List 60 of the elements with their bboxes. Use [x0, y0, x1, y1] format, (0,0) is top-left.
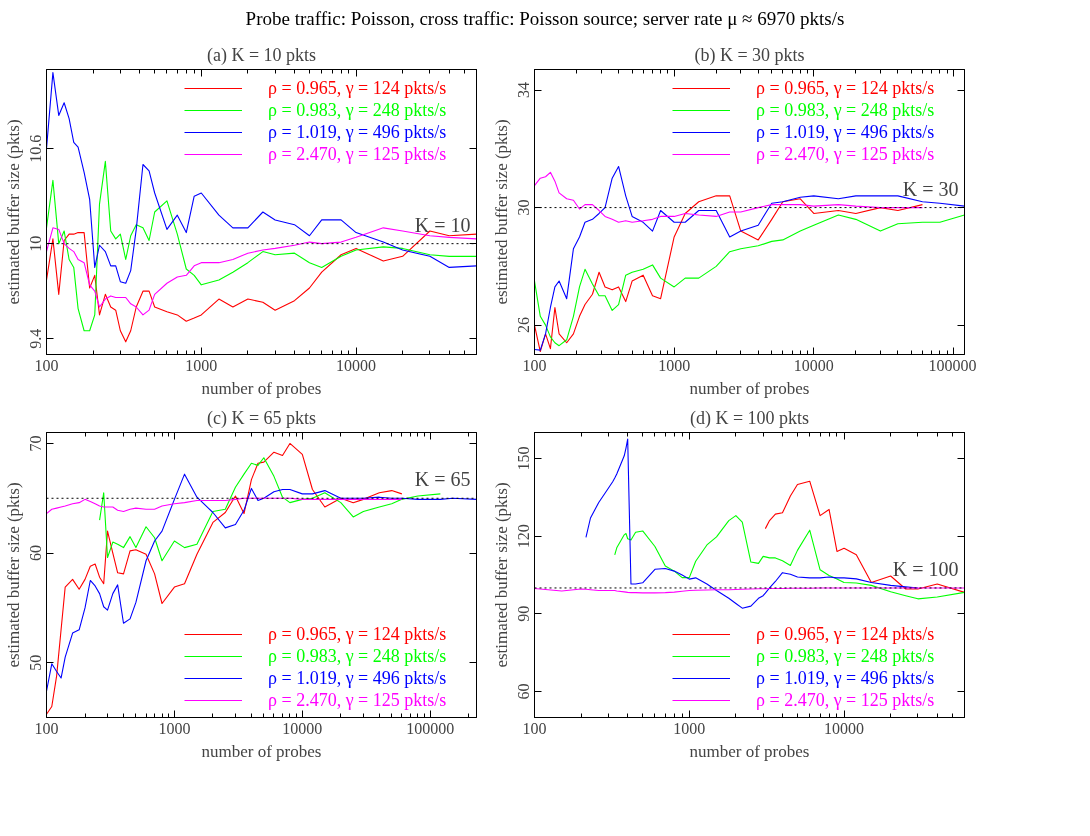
y-tick-label: 10.6 [27, 134, 45, 163]
legend-label: ρ = 0.983, γ = 248 pkts/s [268, 645, 447, 668]
legend-label: ρ = 0.983, γ = 248 pkts/s [756, 99, 935, 122]
y-axis-title: estimated buffer size (pkts) [491, 482, 511, 668]
y-tick-label: 150 [515, 446, 533, 471]
ref-line-label: K = 30 [902, 177, 959, 200]
x-tick-label: 10000 [282, 719, 323, 737]
legend-label: ρ = 2.470, γ = 125 pkts/s [756, 689, 935, 712]
x-tick-label: 10000 [824, 719, 865, 737]
x-tick-label: 1000 [158, 719, 191, 737]
text: Probe traffic: Poisson, cross traffic: Poisson source; server rate μ ≈ 6970 pkts/s [245, 7, 845, 31]
y-tick-label: 26 [515, 317, 533, 334]
y-tick-label: 120 [515, 524, 533, 549]
legend-label: ρ = 1.019, γ = 496 pkts/s [756, 667, 935, 690]
legend-label: ρ = 1.019, γ = 496 pkts/s [268, 121, 447, 144]
legend-label: ρ = 0.965, γ = 124 pkts/s [268, 623, 447, 646]
legend-label: ρ = 0.983, γ = 248 pkts/s [268, 99, 447, 122]
x-axis-title: number of probes [201, 741, 322, 761]
y-axis-title: estimated buffer size (pkts) [3, 119, 23, 305]
chart-title: (a) K = 10 pkts [206, 44, 317, 66]
chart-title: (c) K = 65 pkts [206, 407, 317, 429]
x-tick-label: 100 [522, 356, 547, 374]
x-axis-title: number of probes [201, 378, 322, 398]
y-tick-label: 30 [515, 199, 533, 216]
y-tick-label: 90 [515, 606, 533, 622]
x-tick-label: 10000 [336, 356, 377, 374]
y-tick-label: 50 [27, 654, 45, 671]
y-tick-label: 60 [515, 683, 533, 700]
y-tick-label: 34 [515, 82, 533, 99]
x-tick-label: 1000 [185, 356, 218, 374]
y-tick-label: 9.4 [27, 328, 45, 349]
y-axis-title: estimated buffer size (pkts) [491, 119, 511, 305]
y-tick-label: 60 [27, 545, 45, 562]
legend-label: ρ = 0.965, γ = 124 pkts/s [756, 623, 935, 646]
legend-label: ρ = 2.470, γ = 125 pkts/s [756, 143, 935, 166]
y-tick-label: 10 [27, 235, 45, 252]
x-tick-label: 1000 [673, 719, 706, 737]
x-tick-label: 100 [34, 356, 59, 374]
y-axis-title: estimated buffer size (pkts) [3, 482, 23, 668]
x-tick-label: 100 [34, 719, 59, 737]
ref-line-label: K = 100 [892, 558, 959, 581]
legend-label: ρ = 0.965, γ = 124 pkts/s [756, 77, 935, 100]
y-tick-label: 70 [27, 435, 45, 452]
legend-label: ρ = 2.470, γ = 125 pkts/s [268, 689, 447, 712]
x-tick-label: 100 [522, 719, 547, 737]
legend-label: ρ = 2.470, γ = 125 pkts/s [268, 143, 447, 166]
x-tick-label: 10000 [793, 356, 834, 374]
chart-title: (d) K = 100 pkts [689, 407, 810, 429]
x-tick-label: 1000 [658, 356, 691, 374]
x-axis-title: number of probes [689, 378, 810, 398]
x-tick-label: 100000 [928, 356, 977, 374]
ref-line-label: K = 65 [414, 468, 471, 491]
chart-title: (b) K = 30 pkts [694, 44, 805, 66]
legend-label: ρ = 1.019, γ = 496 pkts/s [756, 121, 935, 144]
ref-line-label: K = 10 [414, 213, 471, 236]
x-axis-title: number of probes [689, 741, 810, 761]
x-tick-label: 100000 [406, 719, 455, 737]
legend-label: ρ = 1.019, γ = 496 pkts/s [268, 667, 447, 690]
legend-label: ρ = 0.983, γ = 248 pkts/s [756, 645, 935, 668]
legend-label: ρ = 0.965, γ = 124 pkts/s [268, 77, 447, 100]
